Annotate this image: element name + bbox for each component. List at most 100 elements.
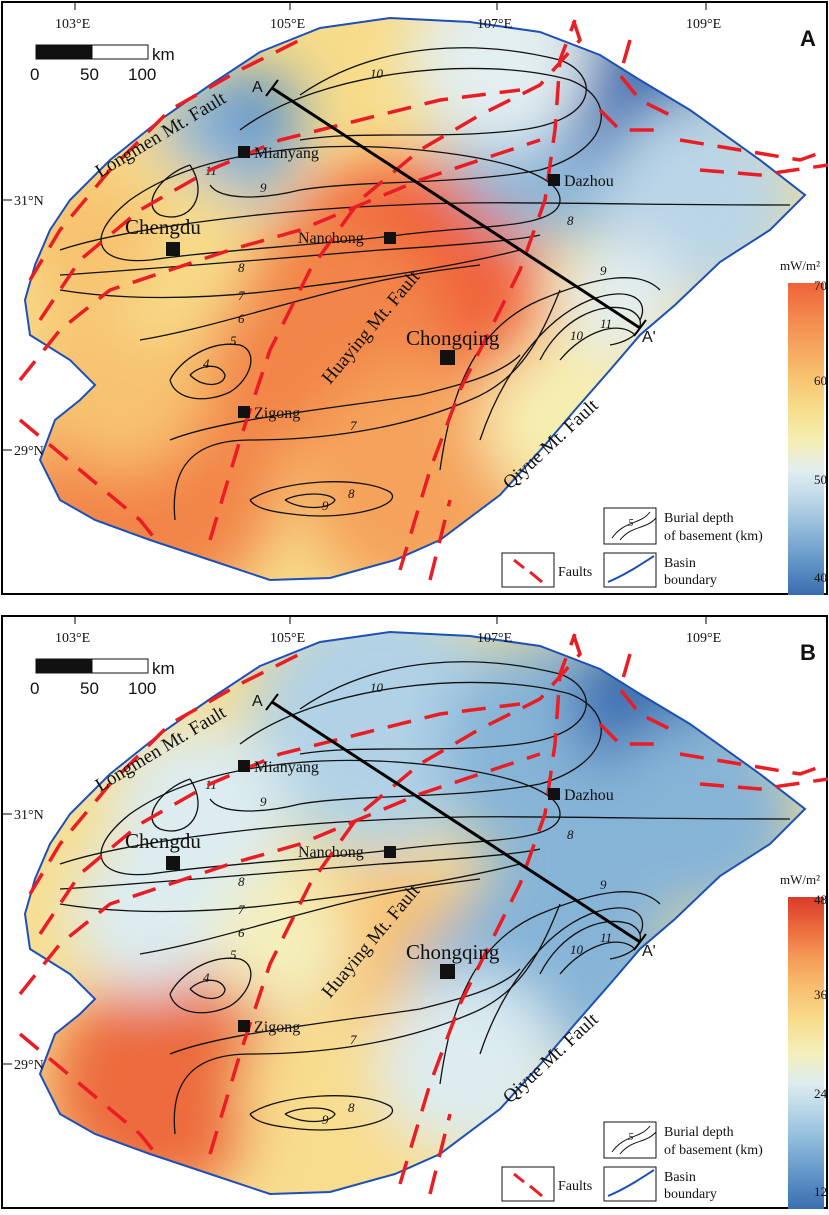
- contour-label: 4: [203, 356, 210, 371]
- contour-label: 9: [260, 180, 267, 195]
- contour-label: 8: [238, 874, 245, 889]
- contour-label: 9: [322, 1112, 329, 1127]
- colorbar-tick-3: 24: [814, 1086, 828, 1101]
- legend-basin-line2: boundary: [664, 1187, 717, 1202]
- heat-flow-blob: [210, 874, 350, 1014]
- contour-label: 7: [350, 1032, 357, 1047]
- city-chongqing: Chongqing: [406, 326, 500, 350]
- colorbar: mW/m² 70 60 50 40: [780, 258, 827, 595]
- city-nanchong: Nanchong: [298, 230, 364, 247]
- contour-label: 8: [567, 827, 574, 842]
- city-zigong: Zigong: [254, 1019, 300, 1036]
- profile-start-label: A: [252, 79, 263, 96]
- legend-faults: Faults: [558, 1179, 592, 1194]
- contour-label: 9: [600, 263, 607, 278]
- contour-label: 10: [370, 680, 384, 695]
- city-mianyang: Mianyang: [254, 759, 319, 776]
- city-chengdu: Chengdu: [125, 829, 201, 853]
- basin-boundary: [23, 16, 807, 582]
- city-chongqing: Chongqing: [406, 940, 500, 964]
- city-zigong: Zigong: [254, 405, 300, 422]
- lon-tick-109: 109°E: [686, 631, 721, 646]
- profile-start-label: A: [252, 693, 263, 710]
- basement-depth-contours: [59, 661, 791, 1135]
- contour-label: 5: [230, 947, 237, 962]
- legend-basin-line1: Basin: [664, 1170, 696, 1185]
- city-chengdu: Chengdu: [125, 215, 201, 239]
- contour-label: 5: [230, 333, 237, 348]
- colorbar-tick-3: 50: [814, 472, 827, 487]
- profile-end-label: A': [642, 943, 656, 960]
- heat-flow-blob: [240, 1004, 420, 1184]
- panel-label: A: [800, 26, 816, 51]
- contour-label: 7: [350, 418, 357, 433]
- contour-label: 9: [260, 794, 267, 809]
- lat-tick-31: 31°N: [14, 808, 44, 823]
- contour-label: 11: [600, 930, 612, 945]
- legend-basin-line1: Basin: [664, 556, 696, 571]
- cities: Mianyang Dazhou Chengdu Nanchong Chongqi…: [125, 145, 614, 422]
- panel-label: B: [800, 640, 816, 665]
- contour-label: 8: [567, 213, 574, 228]
- lon-tick-107: 107°E: [477, 631, 512, 646]
- city-nanchong: Nanchong: [298, 844, 364, 861]
- colorbar-unit: mW/m²: [780, 258, 820, 273]
- legend-basin-line2: boundary: [664, 573, 717, 588]
- legend-faults: Faults: [558, 565, 592, 580]
- contour-label: 8: [348, 486, 355, 501]
- map-legend: 5 Burial depth of basement (km) Faults B…: [501, 1121, 763, 1202]
- contour-label: 10: [570, 942, 584, 957]
- contour-label: 10: [370, 66, 384, 81]
- colorbar-tick-bottom: 40: [814, 570, 827, 585]
- scale-bar-label-100: 100: [128, 65, 156, 84]
- scale-bar-label-100: 100: [128, 679, 156, 698]
- heat-flow-blob: [250, 632, 510, 854]
- contour-label: 9: [600, 877, 607, 892]
- legend-burial-sample: 5: [628, 517, 634, 529]
- legend-burial-line1: Burial depth: [664, 511, 734, 526]
- legend-burial-line2: of basement (km): [664, 1143, 763, 1158]
- colorbar-tick-top: 48: [814, 892, 827, 907]
- contour-label: 8: [348, 1100, 355, 1115]
- city-mianyang: Mianyang: [254, 145, 319, 162]
- profile-end-label: A': [642, 329, 656, 346]
- lon-tick-105: 105°E: [270, 631, 305, 646]
- contour-label: 9: [322, 498, 329, 513]
- profile-line: A A': [252, 79, 656, 346]
- lat-tick-31: 31°N: [14, 194, 44, 209]
- city-dazhou: Dazhou: [564, 173, 614, 190]
- legend-burial-sample: 5: [628, 1131, 634, 1143]
- colorbar-tick-bottom: 12: [814, 1184, 827, 1199]
- scale-bar-label-50: 50: [80, 65, 99, 84]
- colorbar: mW/m² 48 36 24 12: [780, 872, 828, 1209]
- map-legend: 5 Burial depth of basement (km) Faults B…: [501, 507, 763, 588]
- lat-tick-29: 29°N: [14, 1058, 44, 1073]
- lon-tick-109: 109°E: [686, 17, 721, 32]
- contour-label: 4: [203, 970, 210, 985]
- profile-line: A A': [252, 693, 656, 960]
- colorbar-tick-2: 60: [814, 373, 827, 388]
- graticule: 103°E 105°E 107°E 109°E 31°N 29°N: [2, 616, 721, 1073]
- contour-label: 10: [570, 328, 584, 343]
- graticule: 103°E 105°E 107°E 109°E 31°N 29°N: [2, 2, 721, 459]
- map-panel-b: 10 11 9 8 7 6 5 4 7 8 9 8 9 10 11 103°E 105°E 107°E 10…: [0, 614, 829, 1210]
- contour-label: 7: [238, 288, 245, 303]
- scale-bar-label-0: 0: [30, 679, 39, 698]
- heat-flow-blob: [410, 18, 590, 150]
- lat-tick-29: 29°N: [14, 444, 44, 459]
- legend-burial-line2: of basement (km): [664, 529, 763, 544]
- lon-tick-103: 103°E: [55, 17, 90, 32]
- contour-label: 8: [238, 260, 245, 275]
- cities: Mianyang Dazhou Chengdu Nanchong Chongqi…: [125, 759, 614, 1036]
- colorbar-unit: mW/m²: [780, 872, 820, 887]
- legend-burial-line1: Burial depth: [664, 1125, 734, 1140]
- lon-tick-105: 105°E: [270, 17, 305, 32]
- lon-tick-103: 103°E: [55, 631, 90, 646]
- fault-lines: [18, 9, 829, 581]
- scale-bar-unit: km: [152, 659, 175, 678]
- scale-bar: km 0 50 100: [30, 44, 175, 84]
- city-dazhou: Dazhou: [564, 787, 614, 804]
- scale-bar-label-50: 50: [80, 679, 99, 698]
